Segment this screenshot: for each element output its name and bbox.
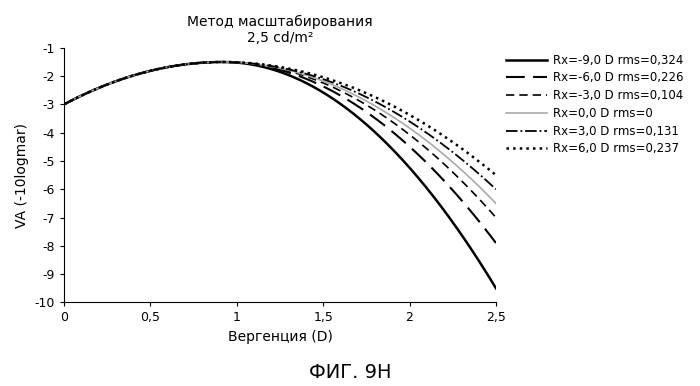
Title: Метод масштабирования
2,5 cd/m²: Метод масштабирования 2,5 cd/m² <box>187 15 373 45</box>
Line: Rx=0,0 D rms=0: Rx=0,0 D rms=0 <box>64 62 496 203</box>
Rx=-3,0 D rms=0,104 <box>414 140 423 144</box>
Rx=-3,0 D rms=0,104 <box>295 72 303 76</box>
Rx=-3,0 D rms=0,104 <box>60 102 68 107</box>
Rx=-6,0 D rms=0,226 <box>266 65 274 70</box>
Rx=-6,0 D rms=0,226 <box>60 102 68 107</box>
Rx=6,0 D rms=0,237 <box>60 102 68 107</box>
Line: Rx=-3,0 D rms=0,104: Rx=-3,0 D rms=0,104 <box>64 62 496 218</box>
Rx=-9,0 D rms=0,324 <box>492 286 500 291</box>
Rx=0,0 D rms=0 <box>295 71 303 75</box>
Rx=6,0 D rms=0,237 <box>219 60 228 64</box>
Rx=-6,0 D rms=0,226 <box>295 74 303 78</box>
Rx=-9,0 D rms=0,324 <box>268 67 277 72</box>
Rx=-3,0 D rms=0,104 <box>266 64 274 69</box>
Rx=-9,0 D rms=0,324 <box>482 271 491 275</box>
Rx=3,0 D rms=0,131 <box>295 69 303 74</box>
Rx=-3,0 D rms=0,104 <box>318 80 326 85</box>
Rx=-9,0 D rms=0,324 <box>60 102 68 107</box>
Rx=6,0 D rms=0,237 <box>492 173 500 178</box>
Rx=-9,0 D rms=0,324 <box>414 176 423 181</box>
Rx=-3,0 D rms=0,104 <box>219 60 228 64</box>
Y-axis label: VA (-10logmar): VA (-10logmar) <box>15 123 29 228</box>
Rx=3,0 D rms=0,131 <box>219 60 228 64</box>
Rx=3,0 D rms=0,131 <box>60 102 68 107</box>
Rx=6,0 D rms=0,237 <box>266 63 274 68</box>
Rx=3,0 D rms=0,131 <box>318 76 326 81</box>
Rx=-3,0 D rms=0,104 <box>482 205 491 209</box>
Rx=-9,0 D rms=0,324 <box>219 60 228 64</box>
Line: Rx=3,0 D rms=0,131: Rx=3,0 D rms=0,131 <box>64 62 496 189</box>
Rx=3,0 D rms=0,131 <box>492 187 500 191</box>
Rx=-9,0 D rms=0,324 <box>318 90 326 94</box>
Rx=0,0 D rms=0 <box>414 132 423 137</box>
Rx=-3,0 D rms=0,104 <box>492 215 500 220</box>
Rx=6,0 D rms=0,237 <box>318 74 326 79</box>
Legend: Rx=-9,0 D rms=0,324, Rx=-6,0 D rms=0,226, Rx=-3,0 D rms=0,104, Rx=0,0 D rms=0, R: Rx=-9,0 D rms=0,324, Rx=-6,0 D rms=0,226… <box>506 54 684 155</box>
Rx=-6,0 D rms=0,226 <box>414 153 423 157</box>
Rx=6,0 D rms=0,237 <box>482 165 491 170</box>
Rx=-6,0 D rms=0,226 <box>219 60 228 64</box>
Line: Rx=-6,0 D rms=0,226: Rx=-6,0 D rms=0,226 <box>64 62 496 243</box>
Rx=0,0 D rms=0 <box>482 191 491 196</box>
Rx=-9,0 D rms=0,324 <box>295 77 303 82</box>
Rx=6,0 D rms=0,237 <box>414 118 423 123</box>
Rx=6,0 D rms=0,237 <box>268 63 277 68</box>
Rx=0,0 D rms=0 <box>219 60 228 64</box>
X-axis label: Вергенция (D): Вергенция (D) <box>228 330 332 344</box>
Rx=-9,0 D rms=0,324 <box>266 66 274 71</box>
Rx=-6,0 D rms=0,226 <box>482 228 491 233</box>
Rx=0,0 D rms=0 <box>266 64 274 68</box>
Rx=6,0 D rms=0,237 <box>295 68 303 73</box>
Rx=0,0 D rms=0 <box>318 78 326 83</box>
Rx=-6,0 D rms=0,226 <box>492 241 500 245</box>
Text: ФИГ. 9Н: ФИГ. 9Н <box>309 363 391 382</box>
Rx=0,0 D rms=0 <box>268 64 277 69</box>
Rx=-6,0 D rms=0,226 <box>318 83 326 88</box>
Line: Rx=-9,0 D rms=0,324: Rx=-9,0 D rms=0,324 <box>64 62 496 288</box>
Rx=0,0 D rms=0 <box>60 102 68 107</box>
Rx=3,0 D rms=0,131 <box>482 178 491 183</box>
Rx=-3,0 D rms=0,104 <box>268 65 277 69</box>
Rx=0,0 D rms=0 <box>492 201 500 206</box>
Rx=3,0 D rms=0,131 <box>268 64 277 69</box>
Rx=-6,0 D rms=0,226 <box>268 66 277 70</box>
Rx=3,0 D rms=0,131 <box>266 63 274 68</box>
Rx=3,0 D rms=0,131 <box>414 125 423 130</box>
Line: Rx=6,0 D rms=0,237: Rx=6,0 D rms=0,237 <box>64 62 496 175</box>
